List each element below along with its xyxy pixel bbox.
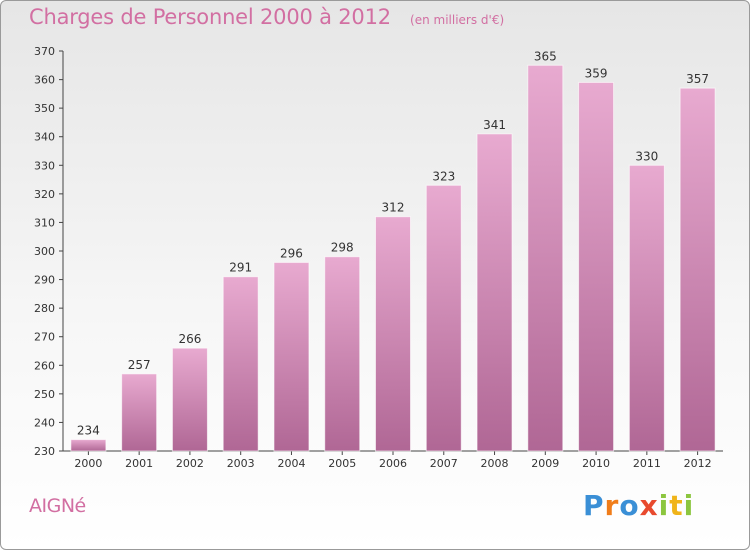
data-label-2011: 330	[635, 149, 658, 163]
x-tick-label: 2001	[125, 457, 153, 470]
data-label-2012: 357	[686, 72, 709, 86]
x-tick-label: 2000	[74, 457, 102, 470]
y-tick-label: 320	[34, 188, 55, 201]
y-tick-label: 330	[34, 159, 55, 172]
bar-2011	[628, 164, 665, 452]
data-label-2007: 323	[432, 169, 455, 183]
chart-title: Charges de Personnel 2000 à 2012	[29, 5, 391, 29]
proxiti-logo: Proxiti	[583, 489, 695, 522]
commune-name: AIGNé	[29, 495, 86, 517]
x-tick-label: 2012	[684, 457, 712, 470]
x-tick-label: 2010	[582, 457, 610, 470]
data-label-2002: 266	[178, 332, 201, 346]
chart-subtitle: (en milliers d'€)	[410, 13, 505, 27]
y-tick-label: 260	[34, 359, 55, 372]
y-tick-label: 240	[34, 416, 55, 429]
data-label-2001: 257	[128, 358, 151, 372]
x-tick-label: 2004	[277, 457, 305, 470]
bar-2009	[527, 64, 564, 452]
y-tick-label: 310	[34, 216, 55, 229]
data-label-2008: 341	[483, 118, 506, 132]
y-tick-label: 350	[34, 102, 55, 115]
x-tick-label: 2011	[633, 457, 661, 470]
x-tick-label: 2006	[379, 457, 407, 470]
bar-2000	[70, 439, 107, 452]
x-tick-label: 2008	[481, 457, 509, 470]
bar-2006	[375, 216, 411, 452]
y-tick-label: 230	[34, 445, 55, 458]
bar-2008	[476, 133, 513, 452]
y-tick-label: 280	[34, 302, 55, 315]
y-tick-label: 360	[34, 74, 55, 87]
bar-2004	[273, 261, 310, 452]
y-tick-label: 250	[34, 388, 55, 401]
x-tick-label: 2009	[531, 457, 559, 470]
y-tick-label: 270	[34, 331, 55, 344]
data-label-2006: 312	[382, 201, 405, 215]
x-tick-label: 2002	[176, 457, 204, 470]
bar-2002	[171, 347, 208, 452]
bar-2010	[578, 81, 615, 452]
data-label-2003: 291	[229, 261, 252, 275]
bar-2012	[679, 87, 716, 452]
bar-2005	[324, 256, 361, 452]
y-tick-label: 340	[34, 131, 55, 144]
data-label-2010: 359	[585, 66, 608, 80]
data-label-2004: 296	[280, 246, 303, 260]
x-tick-label: 2007	[430, 457, 458, 470]
bar-2003	[222, 276, 259, 452]
x-tick-label: 2003	[227, 457, 255, 470]
x-tick-label: 2005	[328, 457, 356, 470]
title-row: Charges de Personnel 2000 à 2012 (en mil…	[29, 5, 504, 29]
data-label-2009: 365	[534, 49, 557, 63]
data-label-2000: 234	[77, 424, 100, 438]
bar-2007	[425, 184, 462, 452]
bar-2001	[121, 373, 158, 452]
y-tick-label: 290	[34, 274, 55, 287]
y-tick-label: 370	[34, 45, 55, 58]
y-tick-label: 300	[34, 245, 55, 258]
data-label-2005: 298	[331, 241, 354, 255]
